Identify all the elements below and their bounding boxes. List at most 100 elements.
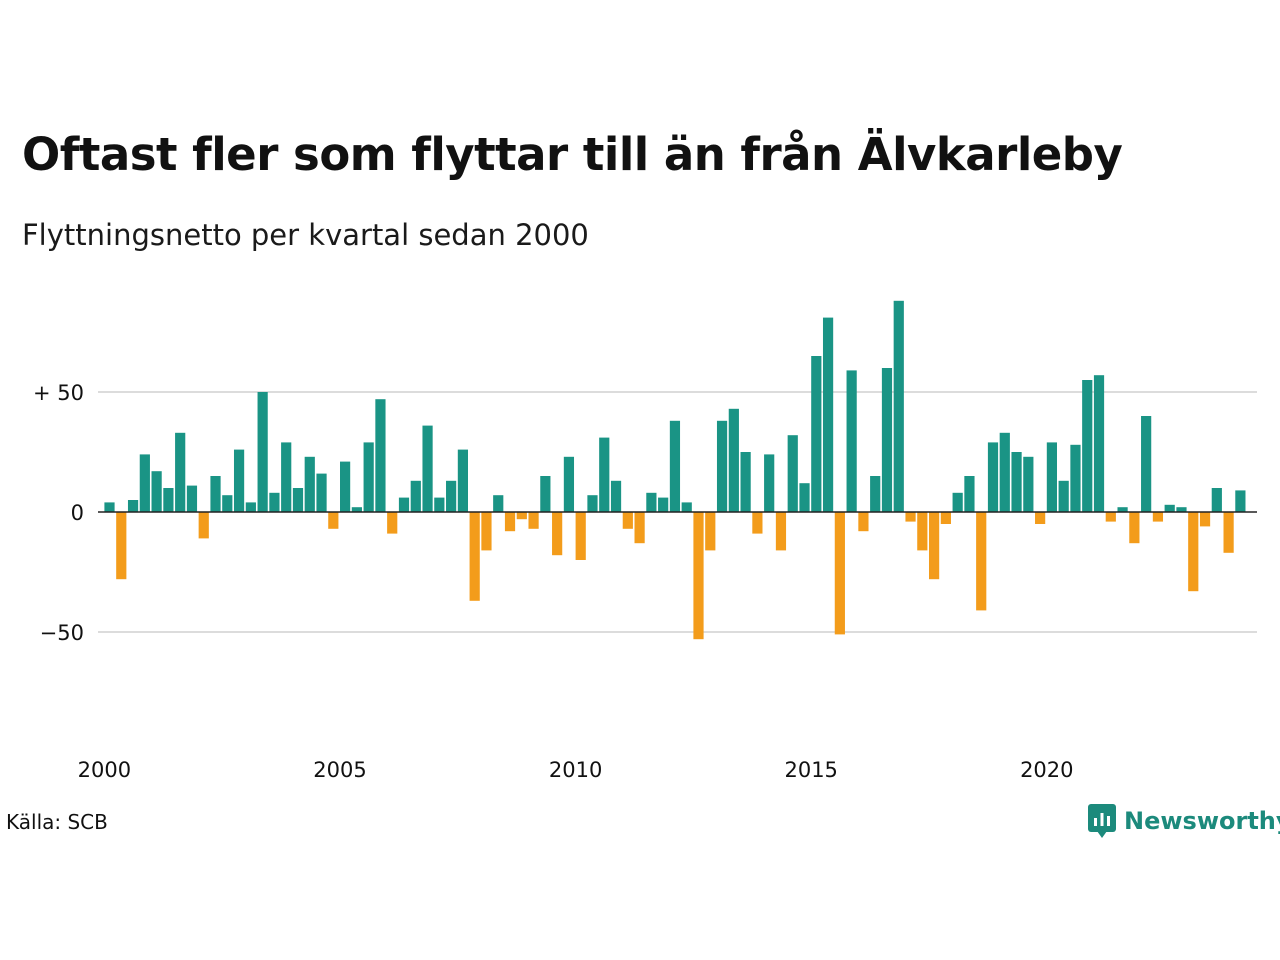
x-tick-label: 2020	[1020, 758, 1073, 782]
bar	[269, 492, 280, 512]
y-tick-label: + 50	[33, 381, 84, 405]
chart-title: Oftast fler som flyttar till än från Älv…	[22, 128, 1123, 181]
bar	[599, 437, 610, 512]
bar	[127, 500, 139, 512]
x-tick-label: 2000	[78, 758, 131, 782]
bar	[822, 317, 834, 512]
bar	[881, 368, 893, 512]
bar	[257, 392, 268, 512]
bar	[846, 370, 857, 512]
bar	[340, 461, 351, 512]
bar	[469, 512, 480, 601]
newsworthy-logo-text: Newsworthy	[1124, 807, 1280, 835]
bar	[1023, 456, 1034, 512]
bar	[116, 512, 127, 580]
bar	[728, 408, 739, 512]
bar	[964, 476, 975, 512]
bar	[375, 399, 386, 512]
y-tick-label: 0	[71, 501, 84, 525]
axis-labels: + 50 0 −50 2000 2005 2010 2015 2020	[33, 381, 1074, 782]
bar	[1188, 512, 1199, 592]
bar	[434, 497, 445, 512]
bar	[493, 495, 504, 512]
bar	[952, 492, 963, 512]
bar	[787, 435, 798, 512]
x-tick-label: 2010	[549, 758, 602, 782]
bar	[1035, 512, 1046, 524]
bar	[858, 512, 869, 532]
bar	[245, 502, 256, 512]
bar	[905, 512, 916, 522]
bar	[976, 512, 987, 611]
bar	[1199, 512, 1211, 527]
bar	[1176, 507, 1187, 512]
bar	[658, 497, 669, 512]
bar	[1105, 512, 1116, 522]
bar	[504, 512, 516, 532]
bar	[870, 476, 881, 512]
bar	[834, 512, 845, 635]
bar	[186, 485, 198, 512]
bar	[1011, 452, 1022, 512]
bar	[222, 495, 233, 512]
bar	[316, 473, 327, 512]
y-tick-label: −50	[40, 621, 84, 645]
bar	[705, 512, 716, 551]
bar	[587, 495, 598, 512]
bar	[1117, 507, 1128, 512]
bar	[1058, 480, 1069, 512]
bar	[328, 512, 339, 529]
bar	[693, 512, 704, 640]
bar	[775, 512, 787, 551]
bar	[387, 512, 398, 534]
bar	[516, 512, 527, 520]
bar	[446, 480, 457, 512]
bar	[422, 425, 433, 512]
x-tick-label: 2015	[784, 758, 837, 782]
bar	[1082, 380, 1093, 512]
source-note: Källa: SCB	[6, 810, 108, 834]
bar	[292, 488, 304, 512]
bar	[398, 497, 410, 512]
bar	[481, 512, 492, 551]
bar	[999, 432, 1010, 512]
bar	[139, 454, 150, 512]
bar	[799, 483, 810, 512]
bar	[528, 512, 539, 529]
bar	[716, 420, 728, 512]
x-tick-label: 2005	[313, 758, 366, 782]
bar	[740, 452, 751, 512]
bar	[811, 356, 822, 512]
bar	[1211, 488, 1222, 512]
newsworthy-logo: Newsworthy	[1088, 804, 1280, 838]
bar	[622, 512, 633, 529]
bar	[540, 476, 551, 512]
chart-subtitle: Flyttningsnetto per kvartal sedan 2000	[22, 218, 589, 252]
bar	[281, 442, 292, 512]
bar	[917, 512, 928, 551]
bar	[163, 488, 174, 512]
bar	[198, 512, 209, 539]
bar	[940, 512, 951, 524]
bar	[1152, 512, 1164, 522]
bar	[104, 502, 115, 512]
bar	[575, 512, 586, 560]
bar	[752, 512, 763, 534]
bar	[1046, 442, 1057, 512]
bar	[929, 512, 940, 580]
bar	[1235, 490, 1246, 512]
bar	[233, 449, 245, 512]
bar	[304, 456, 315, 512]
bar	[893, 300, 904, 512]
bar	[1141, 416, 1152, 512]
gridlines	[98, 391, 1257, 633]
bar	[210, 476, 221, 512]
bar	[563, 456, 575, 512]
bar	[681, 502, 692, 512]
bar	[175, 432, 186, 512]
bar	[1129, 512, 1140, 544]
bar	[1070, 444, 1081, 512]
bar	[634, 512, 645, 544]
bar	[610, 480, 622, 512]
